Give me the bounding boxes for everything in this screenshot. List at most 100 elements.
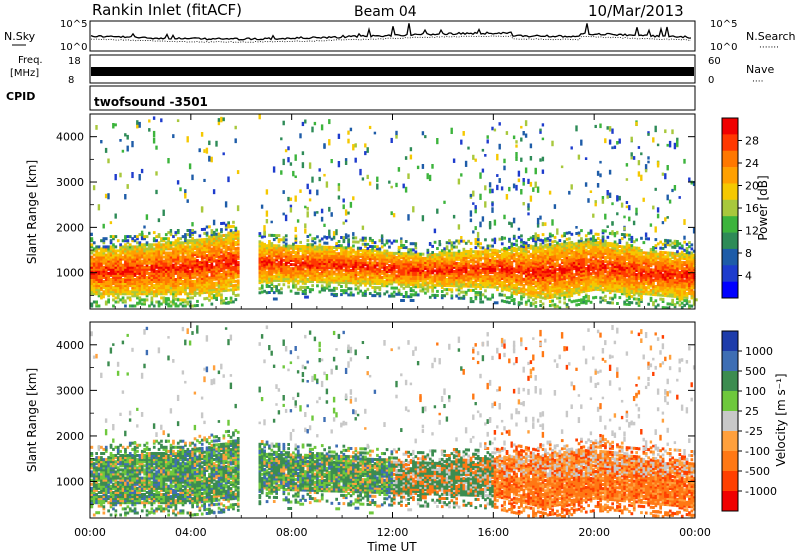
echo-cell bbox=[318, 276, 322, 280]
echo-cell bbox=[160, 265, 163, 269]
echo-cell bbox=[169, 251, 173, 255]
echo-cell bbox=[368, 269, 372, 273]
echo-cell bbox=[95, 259, 98, 263]
echo-cell bbox=[532, 235, 535, 238]
echo-cell bbox=[337, 246, 341, 250]
echo-cell bbox=[90, 276, 94, 279]
echo-cell bbox=[169, 241, 173, 245]
echo-cell bbox=[167, 239, 170, 243]
echo-cell bbox=[215, 275, 218, 279]
echo-cell bbox=[313, 276, 317, 279]
echo-cell bbox=[292, 279, 295, 283]
echo-cell bbox=[164, 241, 168, 245]
echo-scatter bbox=[402, 183, 405, 189]
echo-cell bbox=[229, 247, 233, 251]
echo-cell bbox=[337, 260, 341, 264]
echo-cell bbox=[90, 286, 94, 290]
echo-cell bbox=[462, 290, 466, 294]
echo-cell bbox=[433, 275, 437, 279]
echo-cell bbox=[232, 275, 235, 279]
echo-cell bbox=[160, 239, 163, 243]
echo-cell bbox=[263, 247, 266, 250]
echo-near bbox=[212, 294, 218, 298]
echo-cell bbox=[323, 274, 326, 278]
echo-cell bbox=[90, 278, 94, 281]
echo-cell bbox=[460, 251, 463, 255]
echo-cell bbox=[169, 276, 173, 279]
echo-cell bbox=[133, 282, 137, 286]
echo-cell bbox=[282, 264, 286, 268]
power-heatmap bbox=[90, 114, 698, 310]
echo-cell bbox=[414, 262, 418, 266]
echo-cell bbox=[301, 292, 305, 295]
echo-cell bbox=[277, 246, 281, 250]
echo-cell bbox=[145, 282, 149, 286]
echo-cell bbox=[536, 234, 540, 238]
echo-cell bbox=[390, 280, 394, 284]
echo-cell bbox=[294, 279, 298, 283]
echo-cell bbox=[469, 264, 473, 268]
echo-cell bbox=[157, 259, 161, 263]
echo-cell bbox=[356, 256, 360, 260]
echo-cell bbox=[354, 236, 358, 240]
echo-cell bbox=[131, 251, 134, 255]
echo-cell bbox=[217, 287, 221, 291]
echo-cell bbox=[289, 263, 293, 267]
echo-near bbox=[164, 297, 170, 301]
echo-cell bbox=[356, 279, 360, 283]
echo-cell bbox=[330, 270, 334, 274]
echo-scatter bbox=[414, 242, 417, 247]
echo-cell bbox=[229, 261, 233, 265]
echo-cell bbox=[155, 280, 158, 283]
echo-scatter bbox=[517, 178, 521, 183]
echo-cell bbox=[340, 258, 343, 262]
echo-cell bbox=[332, 270, 336, 274]
echo-cell bbox=[311, 265, 314, 269]
echo-cell bbox=[215, 277, 218, 281]
echo-cell bbox=[232, 269, 235, 273]
echo-cell bbox=[112, 243, 115, 247]
echo-cell bbox=[323, 272, 326, 276]
echo-cell bbox=[390, 262, 394, 265]
echo-cell bbox=[234, 257, 238, 261]
echo-cell bbox=[104, 247, 108, 251]
echo-cell bbox=[119, 249, 122, 253]
echo-cell bbox=[169, 245, 173, 249]
echo-cell bbox=[140, 292, 144, 296]
echo-cell bbox=[200, 272, 204, 276]
echo-cell bbox=[366, 277, 370, 281]
echo-cell bbox=[260, 262, 264, 265]
echo-cell bbox=[419, 289, 422, 293]
echo-cell bbox=[414, 252, 418, 256]
echo-cell bbox=[292, 259, 295, 262]
echo-cell bbox=[318, 253, 322, 257]
echo-cell bbox=[184, 249, 187, 253]
echo-cell bbox=[260, 247, 264, 251]
echo-cell bbox=[121, 249, 125, 253]
echo-cell bbox=[179, 257, 182, 261]
echo-cell bbox=[208, 257, 211, 261]
echo-cell bbox=[114, 265, 118, 269]
echo-cell bbox=[133, 253, 137, 257]
echo-cell bbox=[380, 284, 384, 288]
echo-cell bbox=[128, 271, 132, 275]
echo-cell bbox=[421, 287, 425, 291]
echo-cell bbox=[205, 288, 209, 292]
echo-cell bbox=[126, 247, 130, 251]
echo-cell bbox=[131, 269, 134, 273]
echo-cell bbox=[368, 255, 372, 259]
echo-cell bbox=[371, 251, 374, 255]
echo-cell bbox=[196, 285, 199, 289]
noise-search-line bbox=[90, 35, 692, 43]
echo-cell bbox=[109, 259, 113, 263]
echo-cell bbox=[140, 278, 144, 281]
echo-cell bbox=[342, 256, 346, 260]
echo-cell bbox=[119, 271, 122, 275]
echo-cell bbox=[186, 302, 190, 306]
echo-cell bbox=[352, 269, 355, 272]
echo-cell bbox=[373, 294, 377, 298]
echo-cell bbox=[169, 273, 173, 277]
echo-cell bbox=[160, 288, 163, 292]
echo-cell bbox=[344, 266, 348, 270]
echo-scatter bbox=[529, 143, 533, 149]
